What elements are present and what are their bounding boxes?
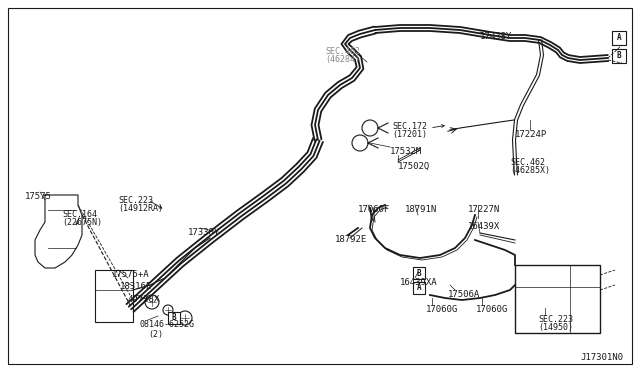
Bar (413, 267, 425, 279)
Text: 17338Y: 17338Y (188, 228, 220, 237)
Text: J17301N0: J17301N0 (580, 353, 623, 362)
Text: 18316E: 18316E (120, 282, 152, 291)
Text: B: B (172, 314, 176, 323)
Bar (168, 312, 180, 324)
Text: 17224P: 17224P (515, 130, 547, 139)
Text: 17575+A: 17575+A (112, 270, 150, 279)
Text: (17201): (17201) (392, 130, 427, 139)
Text: 18791N: 18791N (405, 205, 437, 214)
Text: (14950): (14950) (538, 323, 573, 332)
Text: 17506A: 17506A (448, 290, 480, 299)
Text: 17227N: 17227N (468, 205, 500, 214)
Bar (612, 31, 626, 45)
Text: 08146-6252G: 08146-6252G (140, 320, 195, 329)
Text: 16439XA: 16439XA (400, 278, 438, 287)
Text: 17502Q: 17502Q (398, 162, 430, 171)
Text: SEC.223: SEC.223 (118, 196, 153, 205)
Bar (515, 265, 600, 333)
Text: SEC.172: SEC.172 (392, 122, 427, 131)
Text: SEC.462: SEC.462 (510, 158, 545, 167)
Text: 16439X: 16439X (468, 222, 500, 231)
Text: A: A (617, 33, 621, 42)
Text: B: B (617, 51, 621, 61)
Bar (95, 270, 133, 322)
Bar (413, 282, 425, 294)
Bar (612, 49, 626, 63)
Text: (46284): (46284) (325, 55, 360, 64)
Text: SEC.462: SEC.462 (325, 47, 360, 56)
Text: 17060G: 17060G (476, 305, 508, 314)
Text: (2): (2) (148, 330, 163, 339)
Text: 17532M: 17532M (390, 147, 422, 156)
Text: SEC.223: SEC.223 (538, 315, 573, 324)
Text: 17060G: 17060G (426, 305, 458, 314)
Text: 49728X: 49728X (128, 295, 160, 304)
Text: (14912RA): (14912RA) (118, 204, 163, 213)
Text: SEC.164: SEC.164 (62, 210, 97, 219)
Text: (46285X): (46285X) (510, 166, 550, 175)
Text: (22675N): (22675N) (62, 218, 102, 227)
Text: A: A (417, 283, 421, 292)
Text: 18792E: 18792E (335, 235, 367, 244)
Text: 17060F: 17060F (358, 205, 390, 214)
Text: 17338Y: 17338Y (480, 32, 512, 41)
Text: 17575: 17575 (25, 192, 52, 201)
Text: B: B (417, 269, 421, 278)
